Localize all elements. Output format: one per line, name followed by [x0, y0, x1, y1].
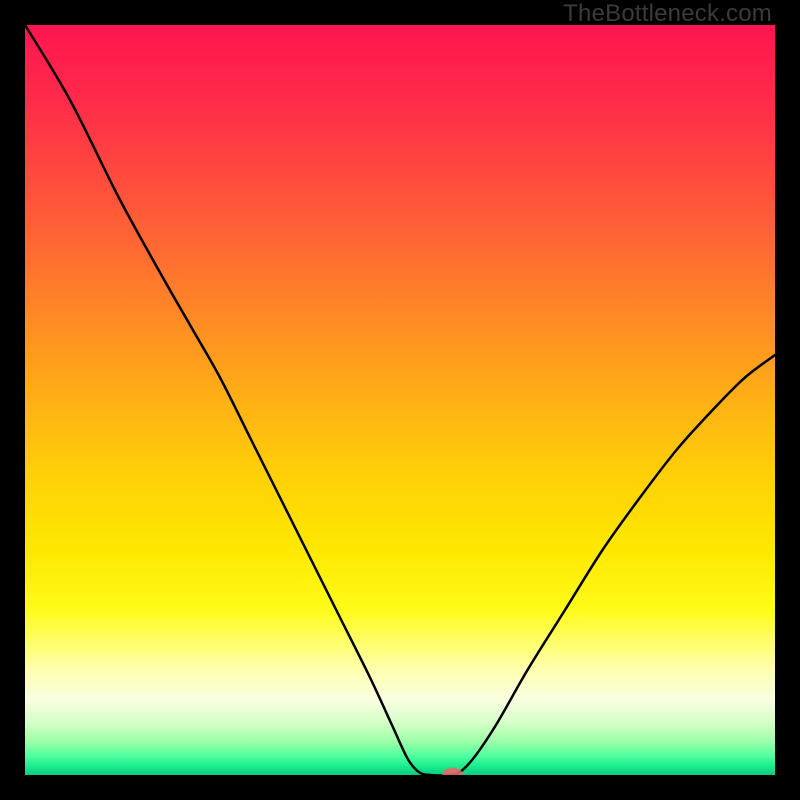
- bottleneck-chart: [25, 25, 775, 775]
- plot-background: [25, 25, 775, 775]
- watermark-text: TheBottleneck.com: [563, 0, 772, 28]
- chart-frame: TheBottleneck.com: [0, 0, 800, 800]
